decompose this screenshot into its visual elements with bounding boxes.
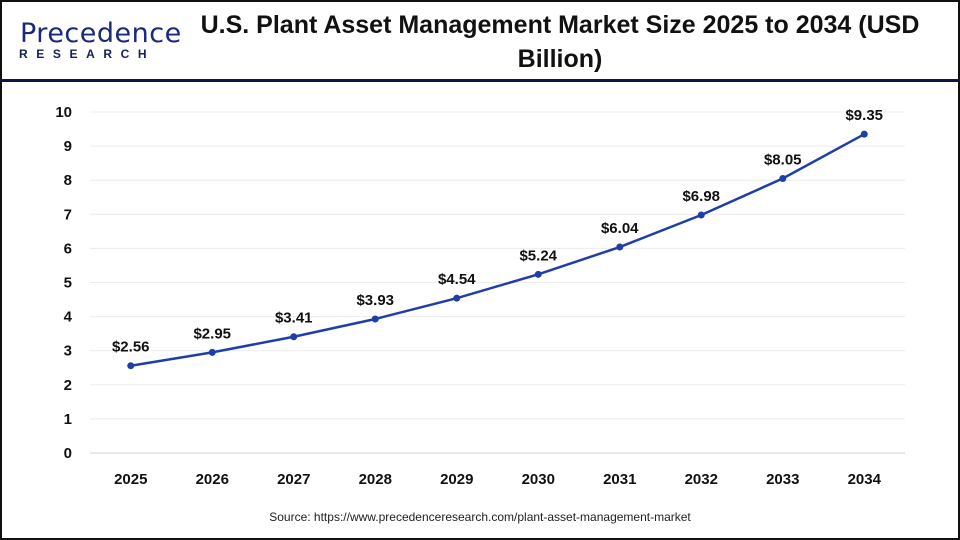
y-tick-label: 2 [64,377,72,394]
chart-title: U.S. Plant Asset Management Market Size … [200,11,920,73]
y-tick-label: 4 [64,309,73,326]
data-label: $4.54 [438,271,476,288]
data-label: $3.41 [275,310,313,327]
y-tick-label: 10 [55,104,72,121]
x-tick-label: 2025 [114,471,147,488]
logo-main-text: Precedence [20,18,182,49]
y-tick-label: 8 [64,172,72,189]
x-tick-label: 2029 [440,471,473,488]
series-line [130,133,865,367]
y-tick-label: 3 [64,343,72,360]
data-label: $6.98 [682,188,720,205]
data-point [616,243,624,251]
x-tick-label: 2026 [196,471,229,488]
data-label: $2.95 [193,325,231,342]
y-tick-label: 1 [64,411,72,428]
data-point [697,211,705,219]
data-point [290,333,298,341]
y-tick-label: 6 [64,240,72,257]
x-tick-label: 2034 [848,471,882,488]
data-label: $8.05 [764,151,802,168]
data-point [127,362,135,370]
y-tick-label: 7 [64,206,72,223]
data-label: $5.24 [519,247,557,264]
data-point [371,315,379,323]
logo-sub-text: RESEARCH [19,47,156,61]
data-point [860,130,868,138]
x-tick-label: 2027 [277,471,310,488]
data-label: $2.56 [112,339,150,356]
data-point [208,348,216,356]
data-label: $6.04 [601,220,639,237]
source-note: Source: https://www.precedenceresearch.c… [269,510,691,524]
x-tick-label: 2032 [685,471,718,488]
data-label: $9.35 [845,107,883,124]
header-divider [0,79,960,82]
x-tick-label: 2031 [603,471,636,488]
y-tick-label: 9 [64,138,72,155]
x-tick-label: 2030 [522,471,555,488]
precedence-research-logo: Precedence RESEARCH [16,18,181,62]
data-point [779,174,787,182]
data-point [534,270,542,278]
data-label: $3.93 [356,292,394,309]
x-tick-label: 2028 [359,471,392,488]
x-tick-label: 2033 [766,471,799,488]
data-point [453,294,461,302]
y-tick-label: 5 [64,275,72,292]
y-tick-label: 0 [64,445,72,462]
